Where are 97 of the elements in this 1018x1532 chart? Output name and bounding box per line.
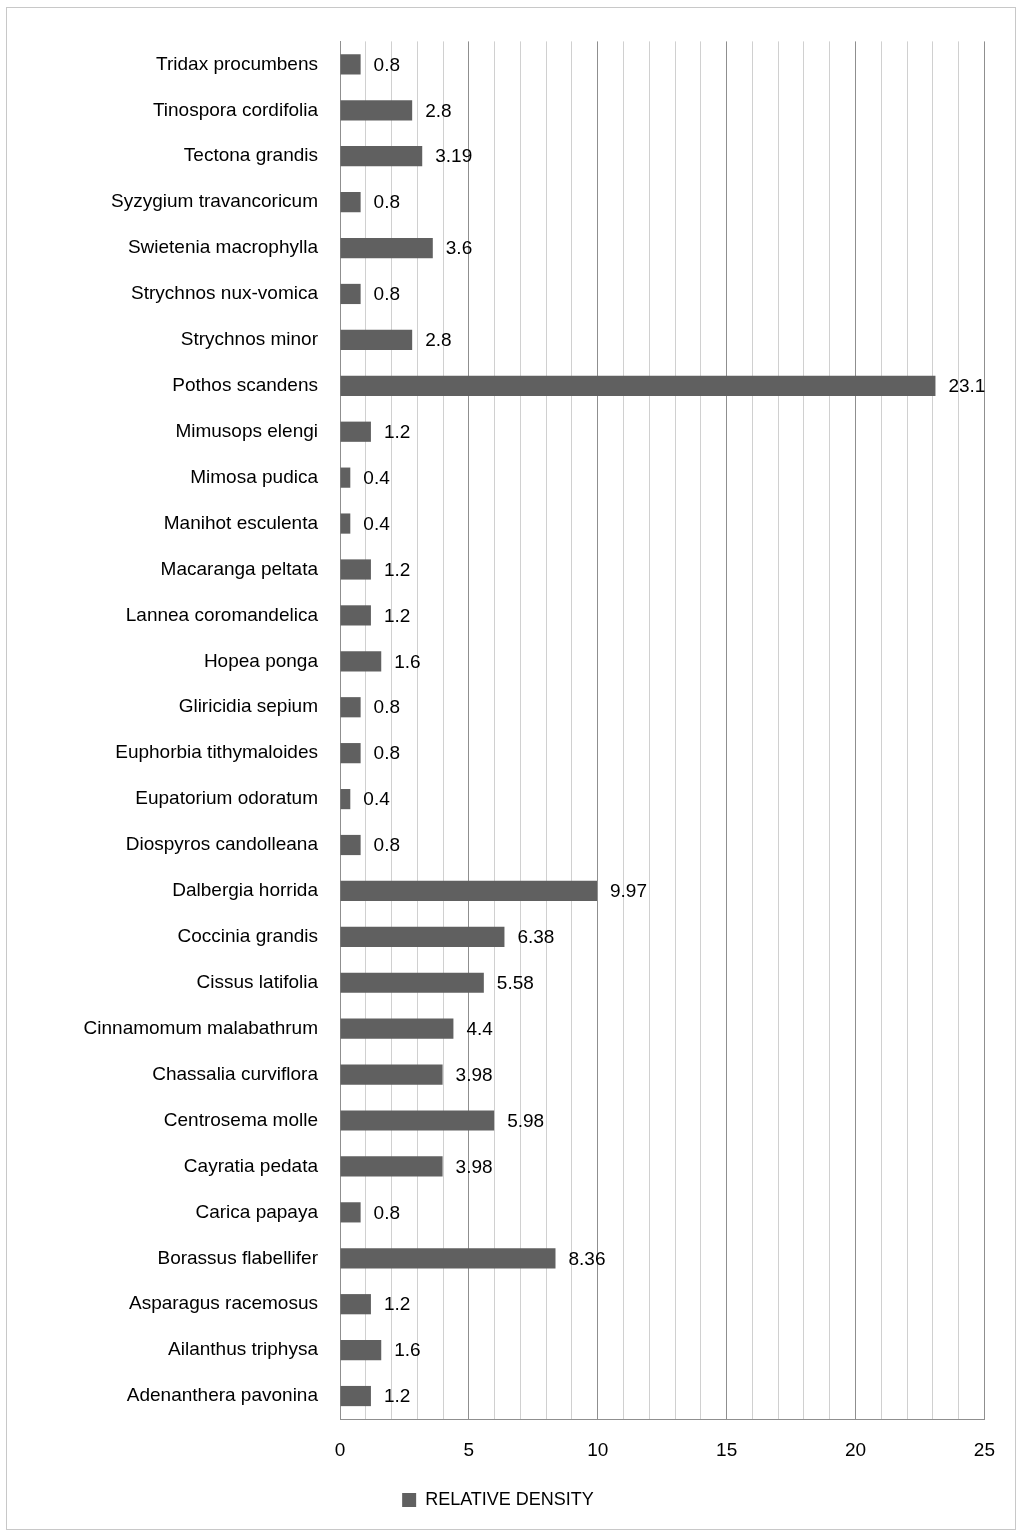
- data-label: 5.98: [507, 1109, 545, 1131]
- data-label: 6.38: [517, 926, 555, 948]
- data-label: 0.4: [363, 466, 391, 488]
- bar: [340, 513, 351, 534]
- bar: [340, 880, 597, 902]
- data-label: 0.8: [373, 696, 401, 718]
- y-tick-label: Syzygium travancoricum: [111, 190, 318, 212]
- y-tick-label: Ailanthus triphysa: [168, 1338, 319, 1360]
- y-tick-label: Coccinia grandis: [177, 925, 318, 947]
- data-label: 1.2: [383, 1293, 411, 1315]
- x-tick-label: 25: [973, 1438, 995, 1460]
- y-tick-label: Cissus latifolia: [196, 970, 319, 992]
- data-label: 1.6: [394, 1339, 421, 1361]
- x-tick-label: 10: [587, 1438, 609, 1460]
- y-tick-label: Mimusops elengi: [175, 419, 318, 441]
- bar: [340, 605, 371, 626]
- y-tick-label: Tinospora cordifolia: [152, 98, 319, 120]
- bar: [340, 100, 413, 121]
- y-tick-label: Gliricidia sepium: [178, 695, 318, 717]
- data-label: 9.97: [610, 880, 647, 902]
- y-tick-label: Borassus flabellifer: [157, 1246, 319, 1268]
- data-label: 0.4: [363, 788, 391, 810]
- data-label: 0.8: [373, 834, 401, 856]
- bar: [340, 743, 361, 764]
- data-label: 0.8: [373, 53, 401, 75]
- y-tick-label: Lannea coromandelica: [125, 603, 319, 625]
- bar: [340, 421, 371, 442]
- bar: [340, 467, 351, 488]
- bar: [340, 788, 351, 810]
- bar: [340, 834, 361, 856]
- data-label: 1.2: [383, 604, 411, 626]
- data-label: 3.98: [455, 1155, 493, 1177]
- bar: [340, 559, 371, 580]
- data-label: 1.2: [383, 420, 411, 442]
- data-label: 8.36: [568, 1247, 606, 1269]
- y-tick-label: Cinnamomum malabathrum: [83, 1016, 318, 1038]
- bar: [340, 146, 423, 167]
- data-label: 2.8: [425, 99, 452, 121]
- bar: [340, 697, 361, 718]
- bar: [340, 192, 361, 213]
- data-label: 1.2: [383, 1385, 411, 1407]
- y-tick-label: Centrosema molle: [163, 1108, 318, 1130]
- y-tick-label: Tridax procumbens: [156, 52, 318, 74]
- bar: [340, 1018, 454, 1039]
- data-label: 3.19: [435, 145, 473, 167]
- y-tick-label: Dalbergia horrida: [172, 879, 319, 901]
- bar: [340, 1248, 556, 1269]
- bar: [340, 237, 433, 259]
- y-tick-label: Carica papaya: [195, 1200, 319, 1222]
- data-label: 0.4: [363, 512, 391, 534]
- y-tick-label: Mimosa pudica: [190, 465, 319, 487]
- bar: [340, 1156, 443, 1177]
- y-tick-label: Strychnos minor: [180, 328, 319, 350]
- y-tick-label: Diospyros candolleana: [125, 833, 319, 855]
- y-tick-label: Pothos scandens: [172, 374, 318, 396]
- bar: [340, 1294, 371, 1315]
- bar: [340, 1202, 361, 1223]
- data-label: 2.8: [425, 329, 452, 351]
- bar: [340, 1340, 382, 1361]
- y-tick-label: Macaranga peltata: [160, 557, 319, 579]
- data-label: 1.2: [383, 558, 411, 580]
- bar: [340, 651, 382, 672]
- y-tick-label: Cayratia pedata: [183, 1154, 319, 1176]
- y-tick-label: Strychnos nux-vomica: [131, 282, 319, 304]
- data-label: 3.98: [455, 1063, 493, 1085]
- y-tick-label: Asparagus racemosus: [128, 1292, 318, 1314]
- bar: [340, 1064, 443, 1085]
- data-label: 0.8: [373, 742, 401, 764]
- x-tick-label: 15: [716, 1438, 738, 1460]
- bar: [340, 54, 361, 75]
- data-label: 4.4: [466, 1017, 494, 1039]
- y-tick-label: Euphorbia tithymaloides: [115, 741, 318, 763]
- data-label: 23.1: [948, 375, 986, 397]
- bar: [340, 283, 361, 305]
- y-tick-label: Adenanthera pavonina: [126, 1384, 319, 1406]
- y-tick-label: Hopea ponga: [203, 649, 319, 671]
- data-label: 5.58: [496, 971, 534, 993]
- y-tick-label: Manihot esculenta: [163, 511, 319, 533]
- data-label: 1.6: [394, 650, 421, 672]
- bar: [340, 329, 413, 350]
- data-label: 0.8: [373, 191, 401, 213]
- data-label: 3.6: [445, 237, 473, 259]
- bar: [340, 1110, 495, 1131]
- y-tick-label: Swietenia macrophylla: [127, 236, 319, 258]
- legend-label: RELATIVE DENSITY: [425, 1488, 594, 1509]
- bar: [340, 1385, 371, 1407]
- x-tick-label: 5: [463, 1438, 475, 1460]
- bar: [340, 972, 484, 993]
- y-tick-label: Chassalia curviflora: [152, 1062, 319, 1084]
- bar: [340, 926, 505, 947]
- x-tick-label: 20: [844, 1438, 867, 1460]
- y-tick-label: Tectona grandis: [183, 144, 318, 166]
- data-label: 0.8: [373, 1201, 401, 1223]
- y-tick-label: Eupatorium odoratum: [135, 787, 318, 809]
- bar: [340, 375, 936, 396]
- x-tick-label: 0: [334, 1438, 346, 1460]
- data-label: 0.8: [373, 283, 401, 305]
